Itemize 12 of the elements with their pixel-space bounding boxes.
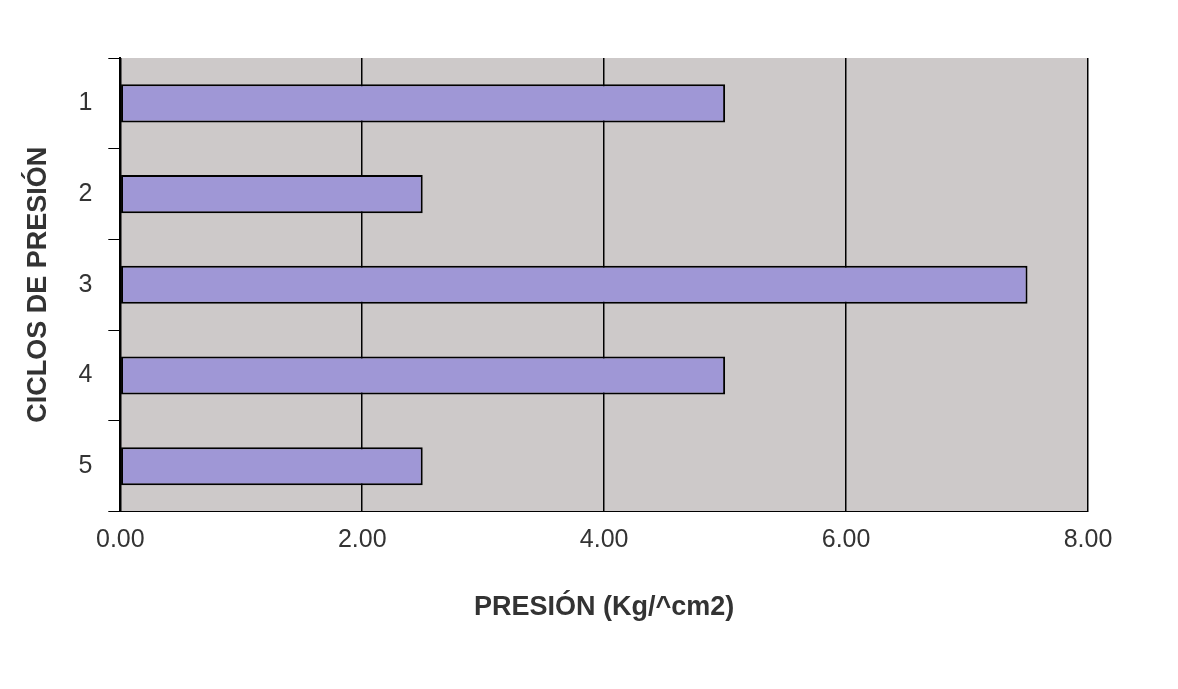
x-axis-title: PRESIÓN (Kg/^cm2) — [474, 590, 735, 622]
y-tick-label: 5 — [78, 450, 93, 479]
x-tick-label: 6.00 — [821, 524, 871, 553]
y-tick-label: 3 — [78, 268, 93, 297]
x-tick-label: 0.00 — [95, 524, 145, 553]
x-tick-label: 2.00 — [337, 524, 387, 553]
y-axis-title: CICLOS DE PRESIÓN — [20, 146, 52, 423]
y-tick-label: 4 — [78, 359, 93, 388]
x-tick-label: 8.00 — [1063, 524, 1113, 553]
y-tick-label: 2 — [78, 177, 93, 206]
x-tick-label: 4.00 — [579, 524, 629, 553]
y-tick-label: 1 — [78, 87, 93, 116]
